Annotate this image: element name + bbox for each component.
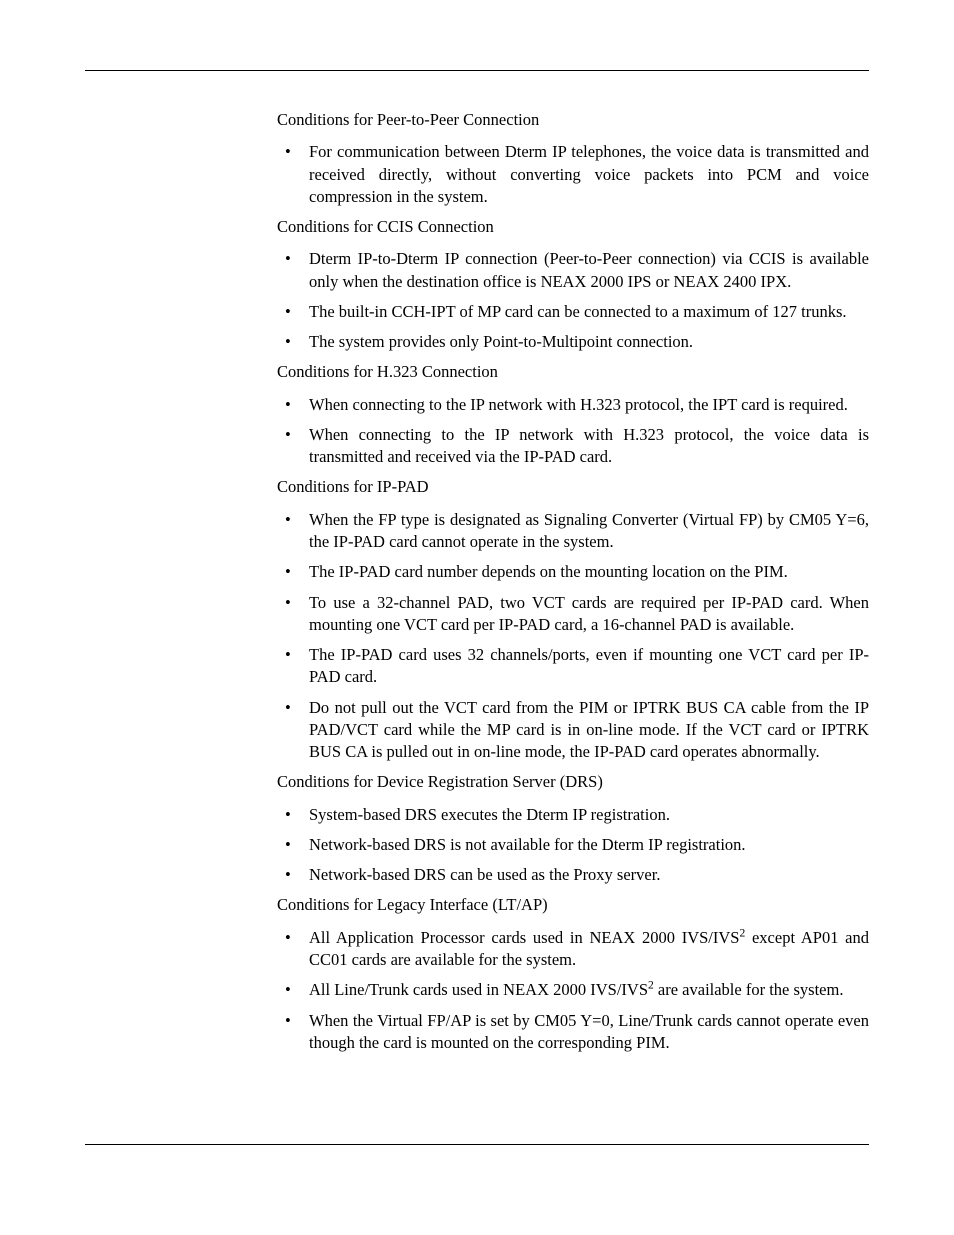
section: Conditions for Legacy Interface (LT/AP) … xyxy=(277,894,869,1054)
list-item: •The system provides only Point-to-Multi… xyxy=(277,331,869,353)
bullet-icon: • xyxy=(277,1010,309,1032)
bullet-icon: • xyxy=(277,394,309,416)
list-item: •For communication between Dterm IP tele… xyxy=(277,141,869,208)
list-item: •All Line/Trunk cards used in NEAX 2000 … xyxy=(277,979,869,1001)
list-item-text: Do not pull out the VCT card from the PI… xyxy=(309,697,869,764)
list-item: •The IP-PAD card uses 32 channels/ports,… xyxy=(277,644,869,689)
section: Conditions for Device Registration Serve… xyxy=(277,771,869,886)
list-item-text: The system provides only Point-to-Multip… xyxy=(309,331,869,353)
bullet-list: •For communication between Dterm IP tele… xyxy=(277,141,869,208)
section-heading: Conditions for CCIS Connection xyxy=(277,216,869,238)
list-item-text: To use a 32-channel PAD, two VCT cards a… xyxy=(309,592,869,637)
section-heading: Conditions for Peer-to-Peer Connection xyxy=(277,109,869,131)
list-item: •The built-in CCH-IPT of MP card can be … xyxy=(277,301,869,323)
list-item-text: All Application Processor cards used in … xyxy=(309,927,869,972)
list-item-text: All Line/Trunk cards used in NEAX 2000 I… xyxy=(309,979,869,1001)
list-item: •To use a 32-channel PAD, two VCT cards … xyxy=(277,592,869,637)
bullet-icon: • xyxy=(277,331,309,353)
bullet-icon: • xyxy=(277,592,309,614)
list-item-text: When the FP type is designated as Signal… xyxy=(309,509,869,554)
section: Conditions for CCIS Connection •Dterm IP… xyxy=(277,216,869,353)
bullet-icon: • xyxy=(277,561,309,583)
bullet-icon: • xyxy=(277,979,309,1001)
list-item: •Network-based DRS is not available for … xyxy=(277,834,869,856)
bullet-icon: • xyxy=(277,509,309,531)
section: Conditions for Peer-to-Peer Connection •… xyxy=(277,109,869,208)
document-content: Conditions for Peer-to-Peer Connection •… xyxy=(277,109,869,1054)
list-item: •When the Virtual FP/AP is set by CM05 Y… xyxy=(277,1010,869,1055)
bullet-list: •When connecting to the IP network with … xyxy=(277,394,869,469)
list-item-text: When the Virtual FP/AP is set by CM05 Y=… xyxy=(309,1010,869,1055)
bullet-icon: • xyxy=(277,864,309,886)
footer-rule xyxy=(85,1144,869,1145)
bullet-list: •Dterm IP-to-Dterm IP connection (Peer-t… xyxy=(277,248,869,353)
section-heading: Conditions for H.323 Connection xyxy=(277,361,869,383)
list-item: •System-based DRS executes the Dterm IP … xyxy=(277,804,869,826)
list-item-text: The IP-PAD card uses 32 channels/ports, … xyxy=(309,644,869,689)
bullet-icon: • xyxy=(277,644,309,666)
section-heading: Conditions for IP-PAD xyxy=(277,476,869,498)
list-item: •When connecting to the IP network with … xyxy=(277,424,869,469)
bullet-list: •All Application Processor cards used in… xyxy=(277,927,869,1054)
document-page: Conditions for Peer-to-Peer Connection •… xyxy=(0,0,954,1122)
section-heading: Conditions for Device Registration Serve… xyxy=(277,771,869,793)
bullet-icon: • xyxy=(277,424,309,446)
list-item-text: For communication between Dterm IP telep… xyxy=(309,141,869,208)
list-item: •The IP-PAD card number depends on the m… xyxy=(277,561,869,583)
bullet-icon: • xyxy=(277,301,309,323)
bullet-icon: • xyxy=(277,248,309,270)
section-heading: Conditions for Legacy Interface (LT/AP) xyxy=(277,894,869,916)
bullet-icon: • xyxy=(277,804,309,826)
list-item-text: When connecting to the IP network with H… xyxy=(309,424,869,469)
bullet-icon: • xyxy=(277,141,309,163)
bullet-icon: • xyxy=(277,927,309,949)
list-item-text: System-based DRS executes the Dterm IP r… xyxy=(309,804,869,826)
list-item-text: The built-in CCH-IPT of MP card can be c… xyxy=(309,301,869,323)
list-item: •When connecting to the IP network with … xyxy=(277,394,869,416)
list-item-text: The IP-PAD card number depends on the mo… xyxy=(309,561,869,583)
list-item-text: Network-based DRS can be used as the Pro… xyxy=(309,864,869,886)
list-item-text: When connecting to the IP network with H… xyxy=(309,394,869,416)
bullet-icon: • xyxy=(277,834,309,856)
section: Conditions for H.323 Connection •When co… xyxy=(277,361,869,468)
list-item: •Network-based DRS can be used as the Pr… xyxy=(277,864,869,886)
bullet-list: •System-based DRS executes the Dterm IP … xyxy=(277,804,869,887)
list-item: •When the FP type is designated as Signa… xyxy=(277,509,869,554)
bullet-list: •When the FP type is designated as Signa… xyxy=(277,509,869,764)
list-item: •Dterm IP-to-Dterm IP connection (Peer-t… xyxy=(277,248,869,293)
list-item-text: Dterm IP-to-Dterm IP connection (Peer-to… xyxy=(309,248,869,293)
header-rule xyxy=(85,70,869,71)
list-item-text: Network-based DRS is not available for t… xyxy=(309,834,869,856)
list-item: •Do not pull out the VCT card from the P… xyxy=(277,697,869,764)
list-item: •All Application Processor cards used in… xyxy=(277,927,869,972)
bullet-icon: • xyxy=(277,697,309,719)
section: Conditions for IP-PAD •When the FP type … xyxy=(277,476,869,763)
